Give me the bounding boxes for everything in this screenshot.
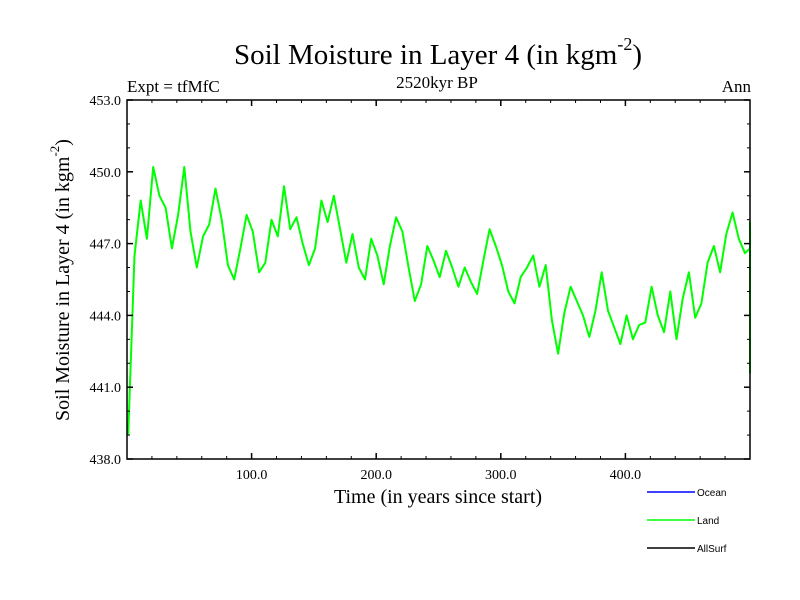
y-tick-label: 438.0 <box>90 453 122 468</box>
season-label: Ann <box>722 77 752 96</box>
plot-frame <box>126 99 751 460</box>
y-axis-label: Soil Moisture in Layer 4 (in kgm-2) <box>47 139 74 421</box>
y-tick-label: 444.0 <box>90 309 122 324</box>
legend-label-allsurf: AllSurf <box>697 544 727 555</box>
x-tick-label: 100.0 <box>236 468 268 483</box>
x-tick-label: 200.0 <box>360 468 392 483</box>
y-tick-label: 453.0 <box>90 94 122 109</box>
x-tick-label: 400.0 <box>610 468 642 483</box>
legend: Ocean Land AllSurf <box>647 488 727 555</box>
y-axis: 438.0 441.0 444.0 447.0 450.0 453.0 <box>90 94 750 468</box>
x-axis: 100.0 200.0 300.0 400.0 <box>151 100 726 483</box>
chart-title: Soil Moisture in Layer 4 (in kgm-2) <box>234 34 642 71</box>
series-line-land <box>127 166 751 436</box>
experiment-label: Expt = tfMfC <box>127 77 220 96</box>
legend-label-ocean: Ocean <box>697 488 726 499</box>
y-tick-label: 450.0 <box>90 166 122 181</box>
x-tick-label: 300.0 <box>485 468 517 483</box>
y-tick-label: 441.0 <box>90 381 122 396</box>
legend-label-land: Land <box>697 516 719 527</box>
x-axis-label: Time (in years since start) <box>334 486 542 508</box>
y-tick-label: 447.0 <box>90 238 122 253</box>
chart-subtitle: 2520kyr BP <box>396 73 478 92</box>
